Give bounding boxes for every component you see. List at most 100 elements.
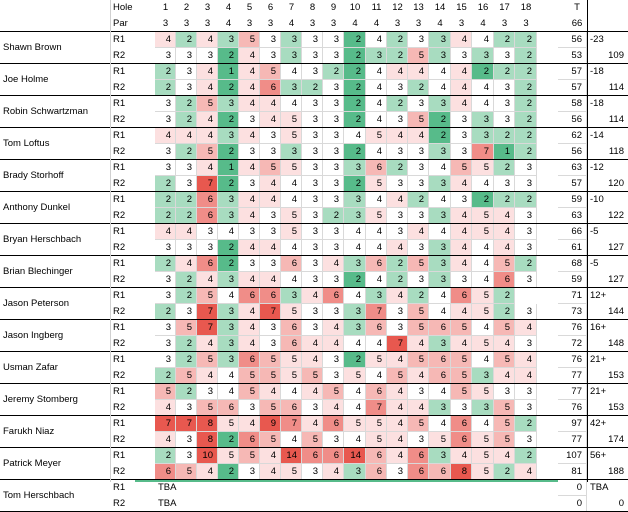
score-cell: 4 [197,464,218,480]
score-cell: 6 [302,448,323,464]
score-cell: 3 [302,304,323,320]
score-cell: 7 [366,400,387,416]
score-cell: 2 [515,64,537,80]
score-cell: 3 [344,208,366,224]
score-cell: 5 [494,256,515,272]
score-cell: 4 [218,368,239,384]
hole-number: 11 [371,2,382,13]
name-divider [110,0,111,482]
round-label: R1 [113,450,126,461]
score-cell: 3 [515,208,537,224]
score-cell: 7 [387,336,408,352]
score-cell: 2 [344,96,366,112]
score-cell: 4 [515,368,537,384]
score-cell: 3 [429,144,451,160]
round-label: R2 [113,434,126,445]
score-cell: 4 [323,464,344,480]
score-cell: 2 [155,304,176,320]
final-total: 0 [587,496,628,512]
score-cell: 4 [366,224,387,240]
player-name: Patrick Meyer [3,458,62,469]
score-cell: 4 [366,64,387,80]
round-label: R1 [113,322,126,333]
score-cell: 4 [387,64,408,80]
score-cell: 4 [302,384,323,400]
score-cell: 2 [176,208,197,224]
score-cell: 3 [260,144,281,160]
round-label: R1 [113,130,126,141]
score-cell: 2 [218,80,239,96]
par-value: 3 [246,18,253,29]
score-cell: 3 [408,160,429,176]
score-cell: 2 [218,432,239,448]
score-cell: 3 [155,48,176,64]
score-cell: 3 [302,320,323,336]
player-divider [0,287,628,288]
player-divider [0,63,628,64]
total-header: T [574,2,580,13]
score-cell: 4 [323,400,344,416]
score-cell: 2 [429,112,451,128]
score-cell: 5 [387,368,408,384]
round-total: 72 [558,336,587,352]
score-cell: 3 [451,112,472,128]
score-cell: 4 [366,240,387,256]
score-cell: 3 [344,320,366,336]
score-cell: 3 [155,144,176,160]
round-total: 58 [558,96,587,112]
score-cell: 3 [408,272,429,288]
hole-number: 6 [267,2,274,13]
score-cell: 5 [494,432,515,448]
score-cell: 6 [451,416,472,432]
score-cell: 4 [451,304,472,320]
score-cell: 2 [515,48,537,64]
score-cell: 3 [281,48,302,64]
score-cell: 3 [323,112,344,128]
score-cell: 4 [260,176,281,192]
score-cell: 4 [197,64,218,80]
hole-number: 16 [477,2,489,13]
final-total: 153 [587,400,628,416]
round-total: 59 [558,272,587,288]
score-to-par: 21+ [590,354,607,365]
round-label: R2 [113,370,126,381]
score-cell: 3 [451,48,472,64]
score-cell: 3 [176,448,197,464]
score-cell: 5 [451,368,472,384]
score-cell: 4 [451,336,472,352]
score-cell: 4 [218,384,239,400]
score-cell: 4 [197,272,218,288]
score-cell: 4 [239,128,260,144]
score-cell: 5 [281,208,302,224]
score-cell: 2 [344,352,366,368]
score-cell: 2 [218,464,239,480]
score-cell: 2 [176,112,197,128]
score-cell: 2 [176,272,197,288]
score-cell: 2 [387,272,408,288]
round-label: R1 [113,418,126,429]
score-cell: 4 [366,336,387,352]
score-cell: 4 [344,288,366,304]
score-cell: 5 [176,320,197,336]
score-cell: 2 [344,144,366,160]
player-divider [0,31,628,32]
par-value: 3 [458,18,465,29]
score-cell: 6 [197,192,218,208]
score-cell: 3 [323,368,344,384]
score-cell: 5 [494,352,515,368]
score-cell: 3 [515,336,537,352]
score-cell: 3 [429,448,451,464]
score-cell: 3 [155,160,176,176]
score-cell: 3 [408,384,429,400]
score-cell: 5 [281,128,302,144]
score-cell: 5 [344,368,366,384]
score-cell: 5 [472,208,494,224]
score-cell: 6 [260,288,281,304]
score-cell: 3 [429,32,451,48]
score-cell: 4 [281,192,302,208]
score-cell: 5 [344,416,366,432]
score-cell: 3 [323,80,344,96]
score-cell: 14 [281,448,302,464]
score-cell: 3 [323,32,344,48]
score-cell: 4 [239,160,260,176]
